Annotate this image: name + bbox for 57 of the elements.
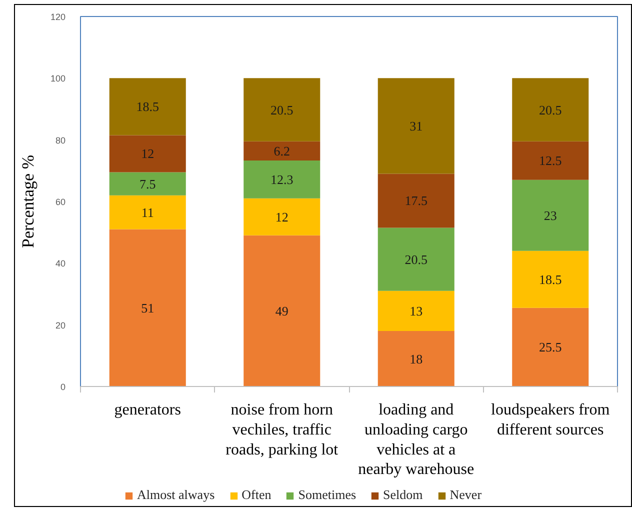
data-label: 7.5 <box>140 176 156 192</box>
data-label: 18.5 <box>136 99 159 114</box>
bar <box>512 180 589 251</box>
y-tick-label: 60 <box>55 197 66 207</box>
y-axis-title: Percentage % <box>18 155 38 248</box>
y-tick-label: 40 <box>55 258 66 269</box>
bar <box>512 308 589 386</box>
legend-label: Often <box>242 487 272 503</box>
data-label: 20.5 <box>270 102 294 118</box>
data-label: 12 <box>275 209 288 224</box>
bar <box>512 141 589 180</box>
y-tick-label: 120 <box>50 12 66 22</box>
bar <box>378 228 454 291</box>
data-label: 51 <box>141 300 154 316</box>
bar <box>512 78 589 142</box>
legend-label: Sometimes <box>298 487 356 503</box>
data-label: 12.3 <box>270 172 294 187</box>
x-tick-label: generators <box>114 402 181 418</box>
y-tick-label: 80 <box>55 135 66 146</box>
data-label: 12 <box>141 146 154 162</box>
bar <box>109 172 186 196</box>
data-label: 11 <box>141 204 154 220</box>
data-label: 18.5 <box>539 272 562 287</box>
y-tick-label: 100 <box>50 74 66 84</box>
bar <box>244 141 320 160</box>
bar <box>378 78 454 174</box>
legend-label: Never <box>450 487 482 503</box>
data-label: 13 <box>410 303 423 318</box>
data-label: 20.5 <box>404 252 428 267</box>
data-label: 17.5 <box>404 193 428 208</box>
bar <box>109 195 186 230</box>
bar <box>244 198 320 236</box>
data-label: 25.5 <box>539 340 562 355</box>
data-label: 6.2 <box>274 143 290 158</box>
x-tick-label: loudspeakers from different sources <box>491 402 610 438</box>
bar <box>378 331 454 386</box>
bar <box>244 160 320 198</box>
data-label: 23 <box>544 208 557 223</box>
x-tick-label: loading and unloading cargo vehicles at a nearby warehouse <box>358 402 474 478</box>
y-tick-label: 0 <box>60 382 66 392</box>
bar <box>378 290 454 331</box>
legend-label: Seldom <box>383 487 423 503</box>
y-tick-label: 20 <box>55 320 66 330</box>
bar <box>109 78 186 136</box>
bar <box>109 229 186 386</box>
legend-label: Almost always <box>137 487 215 503</box>
data-label: 49 <box>275 303 288 318</box>
bar <box>512 250 589 308</box>
data-label: 18 <box>410 351 423 366</box>
data-label: 20.5 <box>539 102 562 118</box>
bar <box>109 135 186 172</box>
x-tick-label: noise from horn vechiles, traffic roads, parking lot <box>226 402 339 458</box>
data-label: 31 <box>410 118 423 134</box>
bar <box>244 235 320 386</box>
bar <box>244 78 320 142</box>
data-label: 12.5 <box>539 153 562 168</box>
bar <box>378 174 454 228</box>
